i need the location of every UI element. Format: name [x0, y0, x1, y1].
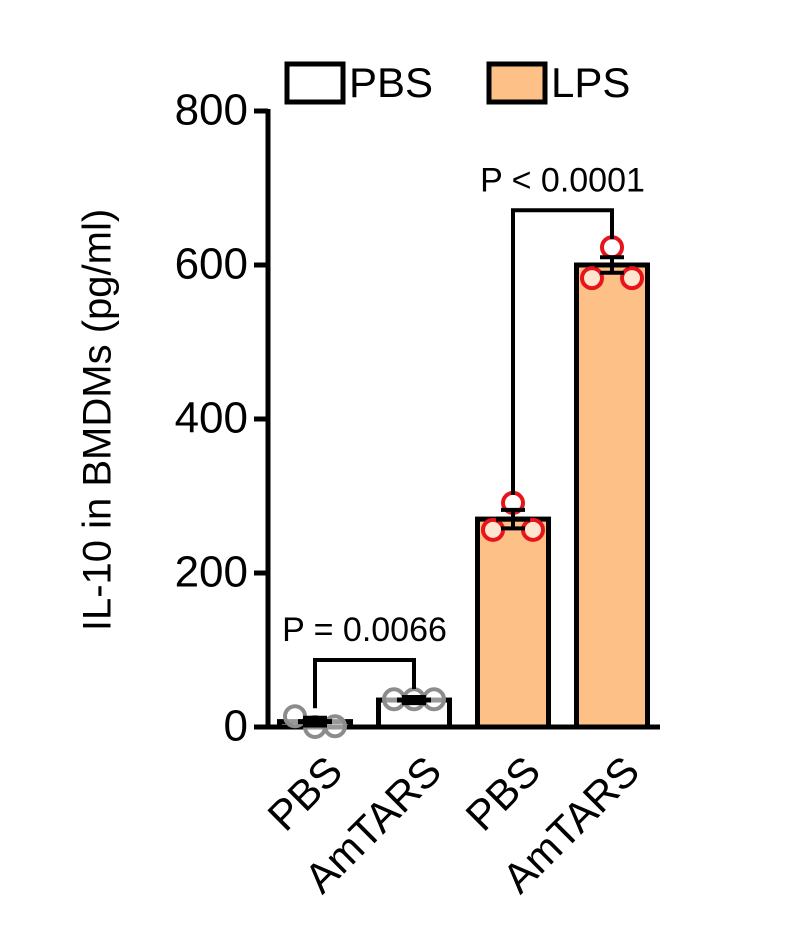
y-tick-label: 800	[175, 86, 248, 135]
bar	[574, 262, 650, 730]
bar	[475, 516, 551, 730]
y-tick-label: 200	[175, 548, 248, 597]
p-value-label: P = 0.0066	[282, 611, 447, 649]
y-tick-label: 0	[224, 702, 248, 751]
data-point	[600, 235, 624, 260]
y-tick-label: 600	[175, 240, 248, 289]
legend-swatch	[486, 61, 548, 105]
y-tick-label: 400	[175, 394, 248, 443]
data-point	[521, 517, 545, 542]
legend-swatch	[284, 61, 346, 105]
significance-bracket	[511, 208, 614, 495]
y-axis-label: IL-10 in BMDMs (pg/ml)	[76, 209, 120, 631]
data-point	[481, 517, 505, 542]
p-value-label: P < 0.0001	[480, 161, 645, 199]
significance-bracket	[313, 657, 416, 709]
data-point	[580, 266, 604, 291]
data-point	[620, 266, 644, 291]
legend-label: PBS	[349, 59, 433, 106]
legend-label: LPS	[551, 59, 630, 106]
